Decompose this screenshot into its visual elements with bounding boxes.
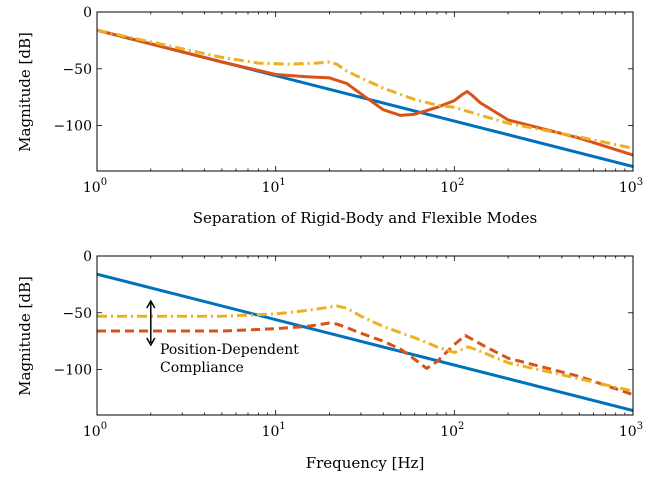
bottom-x-tick-label: 103 bbox=[619, 421, 643, 440]
compliance-annotation: Position-Dependent Compliance bbox=[146, 299, 299, 376]
bottom-x-axis-label: Frequency [Hz] bbox=[306, 454, 425, 472]
annotation-arrow-head-up bbox=[146, 299, 156, 309]
top-y-tick-label: 0 bbox=[83, 5, 92, 21]
top-y-tick-label: −100 bbox=[54, 119, 92, 135]
top-y-tick-label: −50 bbox=[62, 62, 92, 78]
bottom-series-group bbox=[97, 272, 633, 412]
bottom-y-tick-label: −50 bbox=[62, 306, 92, 322]
bottom-plot-frame bbox=[96, 255, 634, 416]
top-x-tick-label: 101 bbox=[262, 177, 286, 196]
bottom-y-tick-label: −100 bbox=[54, 363, 92, 379]
top-x-tick-label: 102 bbox=[440, 177, 464, 196]
bottom-x-tick-label: 102 bbox=[440, 421, 464, 440]
top-x-tick-label: 100 bbox=[83, 177, 107, 196]
annotation-arrow-head-down bbox=[146, 337, 156, 347]
bottom-x-tick-label: 100 bbox=[83, 421, 107, 440]
top-plot-frame bbox=[96, 11, 634, 172]
bottom-x-tick-label: 101 bbox=[262, 421, 286, 440]
bottom-tick-group: 100 101 102 103 0 −50 −100 bbox=[54, 249, 644, 440]
annotation-line-2: Compliance bbox=[160, 360, 244, 376]
bottom-y-tick-label: 0 bbox=[83, 249, 92, 265]
top-tick-group: 100 101 102 103 0 −50 −100 bbox=[54, 5, 644, 196]
bottom-series-line-3 bbox=[97, 304, 633, 393]
top-x-tick-label: 103 bbox=[619, 177, 643, 196]
bottom-series-line-2 bbox=[97, 321, 633, 397]
top-series-line-2 bbox=[97, 28, 633, 157]
bottom-y-axis-label: Magnitude [dB] bbox=[16, 276, 34, 396]
annotation-line-1: Position-Dependent bbox=[160, 342, 299, 358]
top-y-axis-label: Magnitude [dB] bbox=[16, 32, 34, 152]
bottom-subplot: 100 101 102 103 0 −50 −100 Position-Dependent … bbox=[16, 249, 643, 472]
top-series-line-3 bbox=[97, 28, 633, 150]
top-subplot: 100 101 102 103 0 −50 −100 Magnitude [dB] Sepa… bbox=[16, 5, 643, 227]
top-series-group bbox=[97, 28, 633, 168]
top-x-axis-label: Separation of Rigid-Body and Flexible Mo… bbox=[193, 209, 537, 227]
bottom-series-line-1 bbox=[97, 272, 633, 412]
